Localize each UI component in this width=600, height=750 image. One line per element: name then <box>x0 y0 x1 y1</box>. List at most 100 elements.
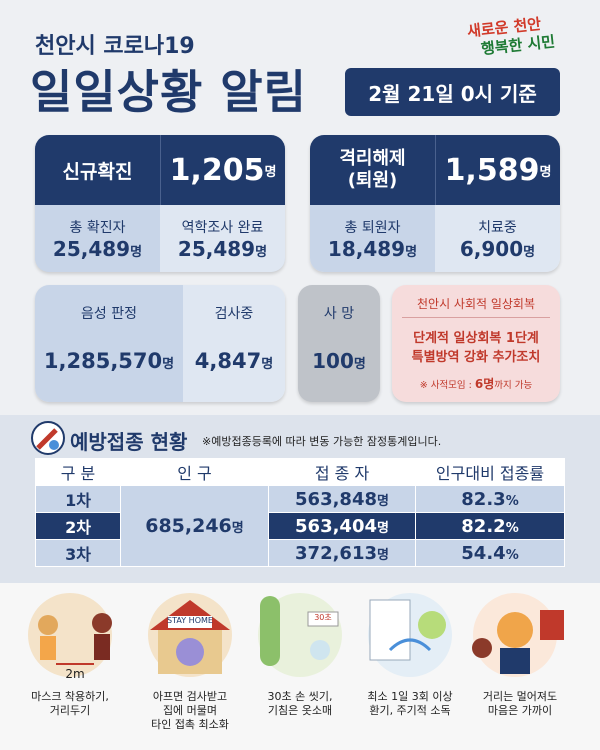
value: 1,205 <box>169 152 265 188</box>
row: 1차 685,246명 563,848명 82.3% <box>35 485 565 567</box>
count: 563,404 <box>295 515 377 537</box>
header-cell: 구 분 <box>35 458 121 486</box>
stat: 총 퇴원자 18,489명 <box>310 205 435 272</box>
stat-label: 총 퇴원자 <box>344 219 401 236</box>
art-text: STAY HOME <box>167 616 213 625</box>
stat-value: 6,900 <box>459 236 524 261</box>
value: 1,589 <box>444 152 540 188</box>
date-box: 2월 21일 0시 기준 <box>345 68 560 116</box>
recovery-line: 단계적 일상회복 1단계 <box>413 331 539 346</box>
value-cell: 1,589 명 <box>435 135 560 205</box>
value-cell: 1,205 명 <box>160 135 285 205</box>
stat-label: 총 확진자 <box>69 219 126 236</box>
art-shape <box>260 596 280 666</box>
tip-art: 2m <box>28 593 112 681</box>
count-cell: 563,404명 <box>268 512 416 540</box>
art-text: 2m <box>65 667 84 681</box>
label-text: 격리해제 <box>339 148 406 169</box>
unit: 명 <box>539 164 552 180</box>
unit: 명 <box>231 521 244 536</box>
vaccine-note: ※예방접종등록에 따라 변동 가능한 잠정통계입니다. <box>202 435 442 448</box>
note-text: ※ 사적모임 : <box>419 380 475 391</box>
deaths-card: 사 망 100명 <box>298 285 380 402</box>
unit: 명 <box>264 164 277 180</box>
recovery-line: 특별방역 강화 추가조치 <box>411 350 541 365</box>
dose: 1차 <box>35 485 121 513</box>
count-cell: 372,613명 <box>268 539 416 567</box>
art-shape <box>500 648 530 674</box>
stat-label: 치료중 <box>478 219 517 236</box>
art-shape <box>176 638 204 666</box>
caption-line: 타인 접촉 최소화 <box>151 718 229 731</box>
caption-line: 마음은 가까이 <box>487 704 553 717</box>
vaccine-icon <box>31 421 65 455</box>
unit: 명 <box>162 357 175 372</box>
unit: 명 <box>405 244 418 260</box>
vaccine-table: 구 분 인 구 접 종 자 인구대비 접종률 1차 685,246명 563,8… <box>35 458 565 567</box>
header-cell: 접 종 자 <box>268 458 416 486</box>
rate-cell: 82.2% <box>415 512 565 540</box>
art-shape <box>540 610 564 640</box>
divider <box>402 317 550 318</box>
unit: 명 <box>353 357 366 372</box>
stat-label: 음성 판정 <box>81 306 137 322</box>
tip-art <box>472 593 564 677</box>
rate-cell: 54.4% <box>415 539 565 567</box>
art-shape <box>36 428 58 450</box>
unit: 명 <box>255 244 268 260</box>
caption-line: 환기, 주기적 소독 <box>369 704 451 717</box>
label: 격리해제 (퇴원) <box>310 135 435 205</box>
unit: % <box>505 547 519 563</box>
row: 3차 372,613명 54.4% <box>35 539 565 567</box>
unit: 명 <box>377 520 389 536</box>
rate-cell: 82.3% <box>415 485 565 513</box>
label-text: (퇴원) <box>347 170 398 191</box>
art-shape <box>49 440 59 450</box>
dose: 2차 <box>35 512 121 540</box>
stat: 역학조사 완료 25,489명 <box>160 205 285 272</box>
caption-line: 30초 손 씻기, <box>267 690 333 703</box>
art-text: 30초 <box>314 613 332 622</box>
tip-caption: 아프면 검사받고 집에 머물며 타인 접촉 최소화 <box>130 690 250 732</box>
label: 신규확진 <box>35 135 160 205</box>
header-cell: 인 구 <box>120 458 269 486</box>
unit: % <box>505 493 519 509</box>
recovery-note: ※ 사적모임 : 6명까지 가능 <box>392 375 560 392</box>
stat-label: 사 망 <box>323 306 355 322</box>
population: 685,246 <box>145 515 232 537</box>
stat-value: 1,285,570 <box>43 349 163 373</box>
caption-line: 최소 1일 3회 이상 <box>367 690 453 703</box>
unit: 명 <box>261 357 274 372</box>
art-shape <box>307 611 339 627</box>
pending-cell: 검사중 4,847명 <box>183 285 285 402</box>
tip-caption: 마스크 착용하기, 거리두기 <box>10 690 130 718</box>
stat-value-wrap: 1,285,570명 <box>35 349 183 373</box>
unit: 명 <box>523 244 536 260</box>
stat: 총 확진자 25,489명 <box>35 205 160 272</box>
title: 일일상황 알림 <box>30 65 307 119</box>
confirmed-card: 신규확진 1,205 명 총 확진자 25,489명 역학조사 완료 25,489명 <box>35 135 285 272</box>
dose: 3차 <box>35 539 121 567</box>
negative-cell: 음성 판정 1,285,570명 <box>35 285 183 402</box>
art-shape <box>94 634 110 660</box>
recovery-title: 천안시 사회적 일상회복 <box>416 297 536 311</box>
stat: 치료중 6,900명 <box>435 205 560 272</box>
caption-line: 마스크 착용하기, <box>31 690 109 703</box>
vaccine-title: 예방접종 현황 <box>70 430 188 454</box>
tests-card: 음성 판정 1,285,570명 검사중 4,847명 <box>35 285 285 402</box>
tip-caption: 30초 손 씻기, 기침은 옷소매 <box>250 690 350 718</box>
tip-art: STAY HOME <box>148 593 232 677</box>
stat-value: 25,489 <box>52 236 131 261</box>
logo: 새로운 천안 행복한 시민 <box>466 14 556 61</box>
rate: 54.4 <box>461 542 506 564</box>
count-cell: 563,848명 <box>268 485 416 513</box>
art-shape <box>168 616 212 628</box>
note-number: 6명 <box>474 377 495 391</box>
stat-value: 18,489 <box>327 236 406 261</box>
stat-value: 4,847 <box>194 349 262 373</box>
caption-line: 기침은 옷소매 <box>267 704 333 717</box>
unit: % <box>505 520 519 536</box>
count: 563,848 <box>295 488 377 510</box>
art-shape <box>92 613 112 633</box>
